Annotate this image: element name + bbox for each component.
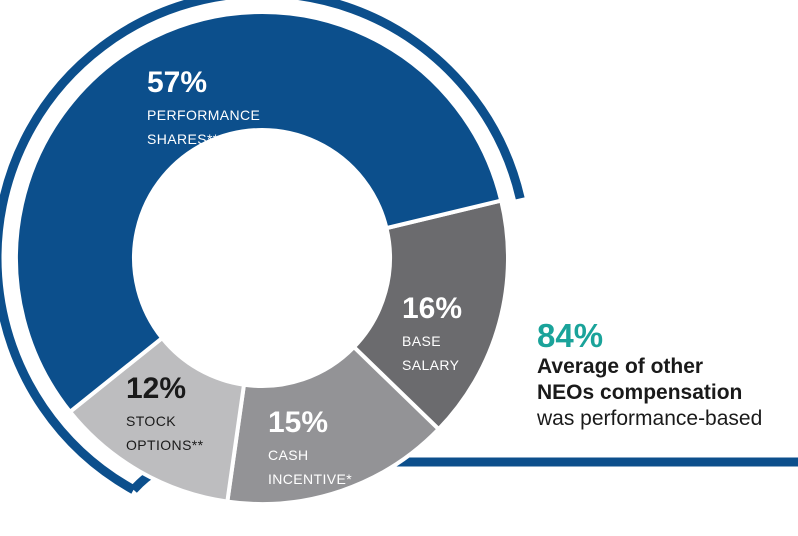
outer-ring-arc	[0, 0, 525, 494]
slice-category-label: CASH	[268, 447, 309, 463]
slice-cash-incentive	[225, 344, 442, 506]
slice-category-label: BASE	[402, 333, 441, 349]
slice-base-salary	[351, 198, 510, 433]
callout-percent: 84%	[537, 317, 604, 354]
slice-category-label: INCENTIVE*	[268, 471, 352, 487]
slice-percent-label: 15%	[268, 406, 328, 439]
slice-category-label: STOCK	[126, 413, 176, 429]
callout: 84% Average of other NEOs compensation w…	[537, 318, 795, 432]
callout-line-3: was performance-based	[537, 407, 763, 430]
callout-line-1: Average of other	[537, 355, 704, 378]
slice-category-label: SALARY	[402, 357, 460, 373]
slice-percent-label: 16%	[402, 292, 462, 325]
slice-percent-label: 12%	[126, 372, 186, 405]
slice-percent-label: 57%	[147, 66, 207, 99]
slice-category-label: OPTIONS**	[126, 437, 204, 453]
slice-category-label: SHARES***	[147, 131, 225, 147]
slice-performance-shares	[14, 10, 504, 415]
slice-category-label: PERFORMANCE	[147, 107, 260, 123]
callout-line-2: NEOs compensation	[537, 381, 743, 404]
